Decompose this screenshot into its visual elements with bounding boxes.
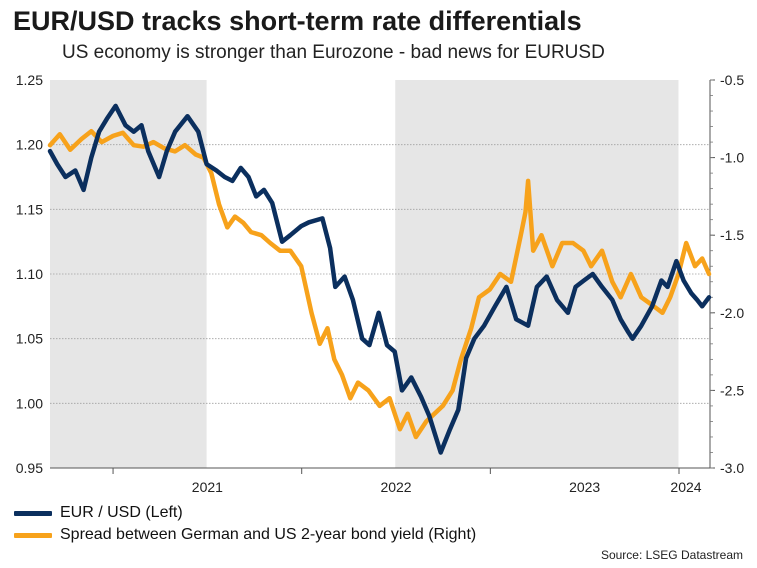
y-left-tick-label: 1.05	[16, 331, 43, 347]
axes: 0.95 1.00 1.05 1.10 1.15 1.20 1.25 -3.0 -2.5 -2.0…	[16, 72, 745, 495]
y-right-tick-label: -2.5	[720, 382, 744, 398]
series-line-eurusd	[47, 103, 712, 455]
legend-item-spread: Spread between German and US 2-year bond…	[14, 526, 476, 544]
gridlines	[50, 144, 710, 404]
legend-label-spread: Spread between German and US 2-year bond…	[60, 526, 477, 543]
source-note: Source: LSEG Datastream	[600, 548, 743, 562]
legend-item-eurusd: EUR / USD (Left)	[14, 504, 183, 522]
y-left-tick-label: 1.25	[16, 72, 43, 88]
series-line-spread	[47, 128, 712, 440]
chart-title: EUR/USD tracks short-term rate different…	[13, 6, 582, 36]
y-right-tick-label: -1.5	[720, 227, 744, 243]
y-right-tick-label: -2.0	[720, 305, 744, 321]
chart-subtitle: US economy is stronger than Eurozone - b…	[62, 42, 605, 63]
y-left-tick-label: 1.00	[16, 395, 43, 411]
y-right-tick-label: -0.5	[720, 72, 744, 88]
x-tick-label: 2023	[569, 479, 600, 495]
x-tick-label: 2021	[192, 479, 223, 495]
series-lines	[47, 103, 712, 455]
y-right-tick-label: -1.0	[720, 150, 744, 166]
y-left-tick-label: 1.20	[16, 137, 43, 153]
y-left-tick-label: 1.15	[16, 201, 43, 217]
y-right-tick-label: -3.0	[720, 460, 744, 476]
x-tick-label: 2024	[670, 479, 701, 495]
y-left-tick-label: 1.10	[16, 266, 43, 282]
legend-swatch-spread	[14, 532, 52, 538]
x-tick-label: 2022	[380, 479, 411, 495]
y-left-tick-label: 0.95	[16, 460, 43, 476]
legend-label-eurusd: EUR / USD (Left)	[60, 504, 183, 521]
legend-swatch-eurusd	[14, 510, 52, 516]
